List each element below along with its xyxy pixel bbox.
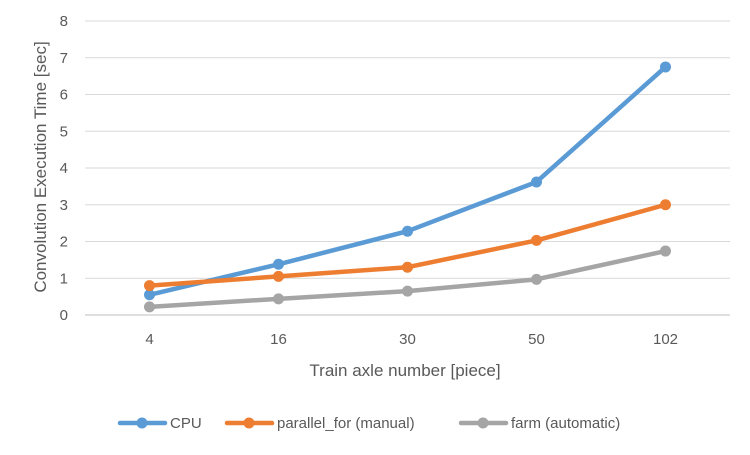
x-tick-label: 30 xyxy=(399,331,416,348)
gridlines xyxy=(85,20,730,316)
data-point xyxy=(531,234,542,246)
y-tick-label: 7 xyxy=(60,50,68,67)
y-tick-label: 3 xyxy=(60,197,68,214)
x-tick-label: 4 xyxy=(145,331,153,348)
y-tick-label: 4 xyxy=(60,160,68,177)
y-tick-label: 2 xyxy=(60,234,68,251)
data-point xyxy=(660,61,671,73)
data-point xyxy=(144,301,155,313)
legend-marker xyxy=(243,417,255,429)
series-1 xyxy=(144,199,671,292)
x-axis-ticks: 4 16 30 50 102 xyxy=(145,331,678,348)
data-point xyxy=(402,261,413,273)
data-point xyxy=(144,289,155,301)
data-point xyxy=(273,270,284,282)
legend-marker xyxy=(477,417,489,429)
data-point xyxy=(402,225,413,237)
y-axis-title: Convolution Execution Time [sec] xyxy=(31,41,50,292)
legend-item: CPU xyxy=(117,415,202,432)
legend-label: parallel_for (manual) xyxy=(277,415,415,432)
series-lines xyxy=(144,61,671,313)
data-point xyxy=(144,280,155,292)
legend-item: parallel_for (manual) xyxy=(224,415,415,432)
x-tick-label: 50 xyxy=(528,331,545,348)
legend-label: CPU xyxy=(170,415,202,432)
legend-item: farm (automatic) xyxy=(458,415,620,432)
y-tick-label: 1 xyxy=(60,270,68,287)
legend-label: farm (automatic) xyxy=(511,415,620,432)
legend: CPU parallel_for (manual) farm (automatic) xyxy=(117,415,620,432)
data-point xyxy=(273,293,284,305)
y-tick-label: 0 xyxy=(60,307,68,324)
y-axis-ticks: 0 1 2 3 4 5 6 7 8 xyxy=(60,13,68,324)
series-line xyxy=(147,64,668,298)
legend-marker xyxy=(136,417,148,429)
x-tick-label: 16 xyxy=(270,331,287,348)
x-tick-label: 102 xyxy=(653,331,678,348)
data-point xyxy=(273,258,284,270)
y-tick-label: 6 xyxy=(60,87,68,104)
y-tick-label: 8 xyxy=(60,13,68,30)
data-point xyxy=(531,273,542,285)
data-point xyxy=(660,245,671,257)
y-tick-label: 5 xyxy=(60,123,68,140)
series-line xyxy=(147,202,668,288)
data-point xyxy=(402,285,413,297)
data-point xyxy=(531,176,542,188)
series-2 xyxy=(144,245,671,313)
data-point xyxy=(660,199,671,211)
series-0 xyxy=(144,61,671,301)
x-axis-title: Train axle number [piece] xyxy=(309,361,500,380)
